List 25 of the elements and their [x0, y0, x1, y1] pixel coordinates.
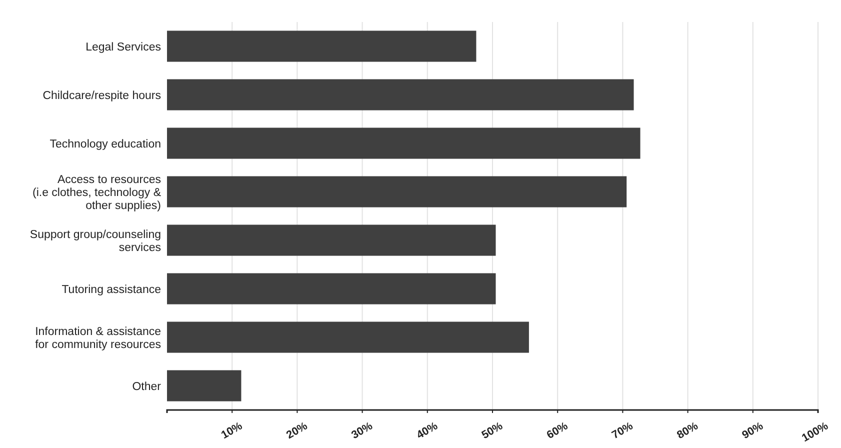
- bar: [167, 370, 242, 402]
- x-tick-label: 70%: [610, 420, 636, 442]
- x-tick-label: 40%: [414, 420, 440, 442]
- y-tick-label: Childcare/respite hours: [42, 90, 162, 102]
- x-tick-label: 60%: [544, 420, 570, 442]
- bar: [167, 322, 529, 353]
- y-tick-label: Support group/counseling services: [30, 228, 162, 254]
- bar: [167, 79, 634, 110]
- y-tick-label: Technology education: [50, 138, 161, 150]
- bar: [167, 176, 627, 208]
- x-tick-label: 80%: [675, 420, 700, 442]
- x-tick-label: 30%: [350, 420, 375, 442]
- y-tick-label: Legal Services: [86, 41, 162, 54]
- x-tick-label: 90%: [740, 420, 766, 442]
- bar: [167, 273, 496, 304]
- x-tick-label: 10%: [219, 420, 245, 442]
- bar: [167, 128, 640, 159]
- x-tick-label: 20%: [284, 420, 310, 442]
- y-tick-label: Other: [132, 380, 162, 393]
- y-tick-label: Access to resources (i.e clothes, technology & other supplies): [32, 174, 162, 212]
- x-tick-label: 50%: [480, 420, 506, 442]
- y-tick-label: Tutoring assistance: [62, 284, 161, 296]
- bar: [167, 30, 476, 62]
- bar: [167, 224, 496, 256]
- y-tick-label: Information & assistance for community resources: [35, 326, 162, 351]
